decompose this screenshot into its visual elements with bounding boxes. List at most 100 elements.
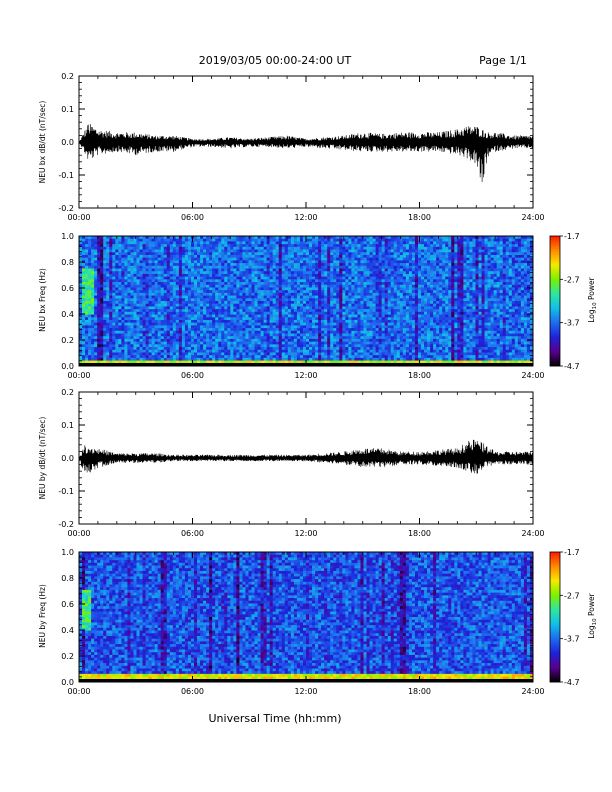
spectrogram-cell (236, 338, 240, 343)
spectrogram-cell (136, 344, 140, 348)
spectrogram-cell (239, 306, 243, 310)
spectrogram-cell (330, 341, 334, 345)
spectrogram-cell (133, 360, 137, 364)
spectrogram-cell (115, 314, 119, 318)
spectrogram-cell (100, 301, 104, 305)
spectrogram-cell (88, 298, 92, 302)
spectrogram-cell (178, 257, 183, 261)
spectrogram-cell (254, 276, 258, 280)
spectrogram-cell (354, 236, 358, 240)
spectrogram-cell (130, 273, 134, 278)
spectrogram-cell (163, 290, 168, 294)
spectrogram-cell (345, 268, 349, 272)
spectrogram-cell (194, 265, 198, 269)
spectrogram-cell (269, 338, 274, 343)
spectrogram-cell (327, 306, 331, 310)
spectrogram-cell (82, 249, 86, 253)
spectrogram-cell (342, 338, 346, 343)
spectrogram-cell (85, 319, 89, 324)
spectrogram-cell (178, 314, 183, 318)
spectrogram-cell (109, 333, 113, 337)
spectrogram-cell (345, 260, 349, 264)
spectrogram-cell (312, 328, 316, 332)
spectrogram-cell (142, 279, 146, 283)
spectrogram-cell (197, 355, 201, 359)
spectrogram-cell (194, 254, 198, 259)
spectrogram-cell (118, 257, 122, 261)
spectrogram-cell (248, 252, 252, 256)
spectrogram-cell (321, 284, 325, 288)
spectrogram-cell (378, 344, 383, 348)
spectrogram-cell (333, 254, 337, 259)
spectrogram-cell (266, 357, 271, 361)
spectrogram-cell (181, 260, 186, 264)
spectrogram-cell (121, 355, 125, 359)
spectrogram-cell (354, 260, 358, 264)
spectrogram-cell (306, 287, 310, 291)
spectrogram-cell (354, 257, 358, 261)
spectrogram-cell (312, 306, 316, 310)
spectrogram-cell (121, 333, 125, 337)
spectrogram-cell (375, 246, 380, 250)
spectrogram-cell (139, 325, 143, 329)
spectrogram-cell (302, 349, 307, 353)
spectrogram-cell (142, 298, 146, 302)
spectrogram-cell (254, 271, 258, 275)
spectrogram-cell (357, 282, 361, 286)
spectrogram-cell (169, 328, 174, 332)
spectrogram-cell (224, 325, 228, 329)
spectrogram-cell (260, 292, 265, 296)
spectrogram-cell (109, 360, 113, 364)
spectrogram-cell (233, 344, 237, 348)
spectrogram-cell (160, 284, 165, 288)
spectrogram-cell (248, 298, 252, 302)
spectrogram-cell (363, 311, 367, 315)
spectrogram-cell (103, 265, 107, 269)
spectrogram-cell (181, 306, 186, 310)
spectrogram-cell (97, 290, 101, 294)
spectrogram-cell (342, 322, 346, 326)
spectrogram-cell (309, 271, 313, 275)
spectrogram-cell (154, 306, 159, 310)
spectrogram-cell (290, 287, 295, 291)
spectrogram-cell (327, 319, 331, 324)
spectrogram-cell (306, 292, 310, 296)
spectrogram-cell (157, 298, 162, 302)
spectrogram-cell (203, 273, 207, 278)
spectrogram-cell (336, 282, 340, 286)
spectrogram-cell (245, 236, 249, 240)
spectrogram-cell (272, 257, 277, 261)
spectrogram-cell (306, 306, 310, 310)
spectrogram-cell (224, 322, 228, 326)
spectrogram-cell (194, 295, 198, 299)
spectrogram-cell (236, 311, 240, 315)
spectrogram-cell (154, 271, 159, 275)
spectrogram-cell (233, 349, 237, 353)
spectrogram-cell (79, 341, 83, 345)
spectrogram-cell (139, 273, 143, 278)
spectrogram-cell (109, 311, 113, 315)
spectrogram-cell (369, 338, 373, 343)
spectrogram-cell (333, 246, 337, 250)
spectrogram-cell (94, 314, 98, 318)
spectrogram-cell (181, 268, 186, 272)
spectrogram-cell (290, 309, 295, 313)
spectrogram-cell (88, 273, 92, 278)
spectrogram-cell (127, 338, 131, 343)
spectrogram-cell (260, 333, 265, 337)
spectrogram-cell (212, 265, 216, 269)
spectrogram-cell (166, 317, 171, 321)
spectrogram-cell (345, 357, 349, 361)
spectrogram-cell (136, 317, 140, 321)
spectrogram-cell (269, 344, 274, 348)
spectrogram-cell (218, 355, 222, 359)
spectrogram-cell (296, 349, 301, 353)
spectrogram-cell (360, 273, 364, 278)
spectrogram-cell (293, 322, 298, 326)
spectrogram-cell (333, 282, 337, 286)
spectrogram-cell (333, 257, 337, 261)
spectrogram-cell (381, 271, 386, 275)
spectrogram-cell (302, 287, 307, 291)
spectrogram-cell (257, 290, 261, 294)
spectrogram-cell (339, 355, 343, 359)
